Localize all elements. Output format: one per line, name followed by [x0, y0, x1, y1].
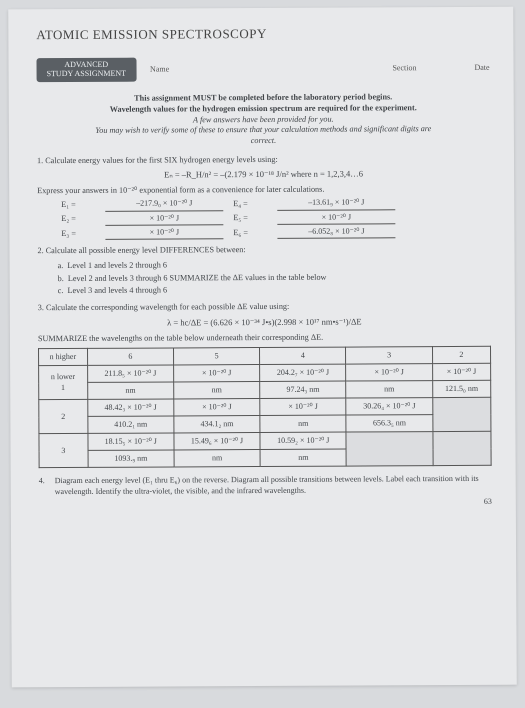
q2-b: b. Level 2 and levels 3 through 6 SUMMAR…	[58, 271, 491, 284]
th-5: 5	[173, 348, 259, 365]
e1-label: E₁ =	[61, 200, 95, 211]
q2-sublist: a. Level 1 and levels 2 through 6 b. Lev…	[58, 259, 491, 297]
e2-label: E₂ =	[61, 214, 95, 225]
e5-value: × 10⁻²⁰ J	[277, 212, 395, 225]
cell: × 10⁻²⁰ J	[260, 398, 346, 415]
q2-a: a. Level 1 and levels 2 through 6	[58, 259, 491, 272]
e5-label: E₅ =	[233, 213, 267, 224]
cell: 434.1₂ nm	[174, 416, 260, 433]
q2-num: 2.	[37, 246, 43, 255]
e4-value: –13.61₉ × 10⁻²⁰ J	[277, 197, 395, 210]
cell: 204.2₇ × 10⁻²⁰ J	[260, 364, 346, 381]
cell: × 10⁻²⁰ J	[174, 399, 260, 416]
e1-value: –217.9₀ × 10⁻²⁰ J	[105, 198, 223, 211]
name-field-label: Name	[150, 64, 169, 74]
q1-text: Calculate energy values for the first SI…	[45, 155, 278, 165]
header-row: ADVANCED STUDY ASSIGNMENT Name Section D…	[36, 56, 489, 83]
cell-nlower3: 3	[39, 434, 88, 468]
th-nhigher: n higher	[39, 349, 88, 366]
cell-nlower2: 2	[39, 400, 88, 434]
cell: 1093.₉ nm	[88, 450, 174, 467]
cell: 48.42₃ × 10⁻²⁰ J	[87, 399, 173, 416]
th-4: 4	[260, 347, 346, 364]
e4-label: E₄ =	[233, 199, 267, 210]
th-3: 3	[346, 347, 432, 364]
cell: 121.5₀ nm	[432, 381, 490, 398]
cell: 15.49₆ × 10⁻²⁰ J	[174, 433, 260, 450]
wavelength-table: n higher 6 5 4 3 2 n lower 1 211.8₅ × 10⁻…	[38, 346, 492, 468]
q1-express: Express your answers in 10⁻²⁰ exponentia…	[37, 184, 490, 197]
assignment-badge: ADVANCED STUDY ASSIGNMENT	[36, 58, 136, 83]
q3-formula: λ = hc/ΔE = (6.626 × 10⁻³⁴ J•s)(2.998 × …	[38, 315, 491, 328]
cell-text: 1	[61, 383, 65, 392]
cell: nm	[260, 415, 346, 432]
q3-summarize: SUMMARIZE the wavelengths on the table b…	[38, 331, 491, 344]
cell-blank	[433, 432, 492, 466]
cell: 656.3₅ nm	[346, 415, 432, 432]
cell: 18.15₅ × 10⁻²⁰ J	[88, 433, 174, 450]
q3-text: Calculate the corresponding wavelength f…	[46, 302, 289, 312]
question-3: 3. Calculate the corresponding wavelengt…	[38, 301, 491, 314]
e6-label: E₆ =	[233, 228, 267, 239]
page-title: ATOMIC EMISSION SPECTROSCOPY	[36, 25, 489, 44]
e3-label: E₃ =	[61, 229, 95, 240]
q2-c-text: Level 3 and levels 4 through 6	[67, 286, 167, 296]
e2-value: × 10⁻²⁰ J	[105, 213, 223, 226]
cell: nm	[260, 449, 346, 466]
cell: nm	[174, 382, 260, 399]
date-field-label: Date	[474, 63, 489, 73]
q1-num: 1.	[37, 156, 43, 165]
question-2: 2. Calculate all possible energy level D…	[37, 244, 490, 257]
cell: × 10⁻²⁰ J	[346, 364, 432, 381]
q2-c: c. Level 3 and levels 4 through 6	[58, 284, 491, 297]
cell: nm	[87, 382, 173, 399]
q3-num: 3.	[38, 303, 44, 312]
cell: nm	[346, 381, 432, 398]
th-6: 6	[87, 348, 173, 365]
q4-text: Diagram each energy level (E₁ thru E₆) o…	[55, 474, 492, 497]
cell-text: n lower	[51, 372, 75, 381]
cell: 97.24₃ nm	[260, 381, 346, 398]
cell: 10.59₂ × 10⁻²⁰ J	[260, 432, 346, 449]
question-1: 1. Calculate energy values for the first…	[37, 154, 490, 167]
table-row: 3 18.15₅ × 10⁻²⁰ J 15.49₆ × 10⁻²⁰ J 10.5…	[39, 432, 491, 451]
cell-blank	[432, 398, 491, 432]
energy-row-1: E₁ = –217.9₀ × 10⁻²⁰ J E₄ = –13.61₉ × 10…	[61, 197, 490, 212]
q1-formula: Eₙ = –R_H/n² = –(2.179 × 10⁻¹⁸ J/n² wher…	[37, 168, 490, 181]
section-field-label: Section	[392, 63, 416, 74]
q4-num: 4.	[39, 476, 49, 497]
energy-row-2: E₂ = × 10⁻²⁰ J E₅ = × 10⁻²⁰ J	[61, 211, 490, 226]
worksheet-page: ATOMIC EMISSION SPECTROSCOPY ADVANCED ST…	[8, 7, 517, 688]
cell-blank	[346, 432, 432, 466]
page-number: 63	[39, 497, 492, 510]
cell: 410.2₁ nm	[88, 416, 174, 433]
intro-l5: correct.	[55, 135, 472, 148]
cell: 211.8₅ × 10⁻²⁰ J	[87, 365, 173, 382]
q2-b-text: Level 2 and levels 3 through 6 SUMMARIZE…	[68, 272, 327, 282]
th-2: 2	[432, 347, 490, 364]
cell: × 10⁻²⁰ J	[432, 364, 490, 381]
intro-block: This assignment MUST be completed before…	[55, 92, 472, 147]
intro-l2: Wavelength values for the hydrogen emiss…	[55, 103, 472, 116]
cell-nlower1: n lower 1	[39, 366, 88, 400]
badge-line2: STUDY ASSIGNMENT	[47, 69, 127, 78]
cell: nm	[174, 450, 260, 467]
e6-value: –6.052₈ × 10⁻²⁰ J	[277, 226, 395, 239]
cell: × 10⁻²⁰ J	[174, 365, 260, 382]
e3-value: × 10⁻²⁰ J	[105, 227, 223, 240]
q2-a-text: Level 1 and levels 2 through 6	[67, 260, 167, 270]
q2-text: Calculate all possible energy level DIFF…	[46, 245, 246, 255]
question-4: 4. Diagram each energy level (E₁ thru E₆…	[39, 474, 492, 497]
energy-row-3: E₃ = × 10⁻²⁰ J E₆ = –6.052₈ × 10⁻²⁰ J	[61, 226, 490, 241]
cell: 30.26₄ × 10⁻²⁰ J	[346, 398, 432, 415]
